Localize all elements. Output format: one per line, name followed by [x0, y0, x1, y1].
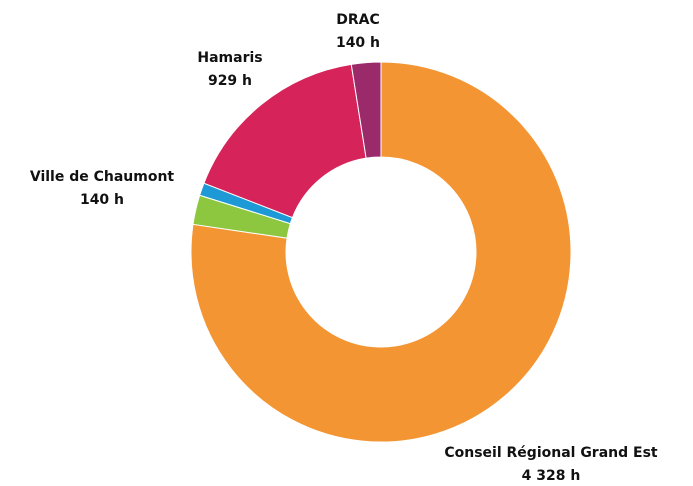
- segment-value-label: 4 328 h: [522, 468, 581, 484]
- donut-segment: [190, 61, 572, 443]
- segment-label: Conseil Régional Grand Est: [444, 445, 658, 461]
- donut-segment: [203, 63, 367, 219]
- segment-label: DRAC: [336, 12, 380, 28]
- segment-value-label: 929 h: [208, 73, 252, 89]
- segment-label: Ville de Chaumont: [30, 169, 175, 185]
- segment-value-label: 140 h: [336, 35, 380, 51]
- donut-segment: [350, 61, 382, 159]
- segment-label: Hamaris: [197, 50, 262, 66]
- segment-value-label: 140 h: [80, 192, 124, 208]
